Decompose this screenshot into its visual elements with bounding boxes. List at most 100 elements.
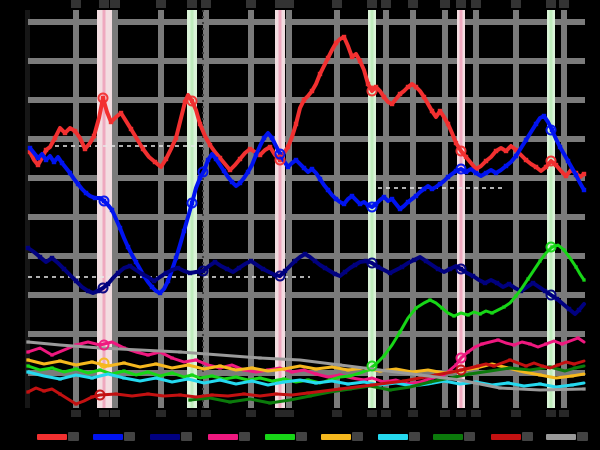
- darkred-series-marker: [540, 364, 544, 368]
- darkgreen-series-marker: [188, 398, 192, 402]
- blue-series-marker: [413, 193, 419, 199]
- event-ring-marker: [186, 197, 198, 209]
- magenta-series-marker: [338, 373, 342, 377]
- darkred-series-marker: [370, 383, 374, 387]
- event-ring-marker: [366, 257, 378, 269]
- legend-item-gray-series: [546, 432, 588, 441]
- tick-label-smudge-top: [559, 0, 569, 8]
- darkred-series-marker: [42, 389, 46, 393]
- event-ring-marker: [455, 145, 467, 157]
- navy-series-marker: [458, 266, 464, 272]
- event-ring-marker: [455, 163, 467, 175]
- red-series-marker: [100, 95, 106, 101]
- blue-series-marker: [253, 152, 259, 158]
- red-series-marker: [533, 164, 539, 170]
- magenta-series-marker: [576, 336, 580, 340]
- red-series-marker: [341, 34, 347, 40]
- red-series-marker: [173, 135, 179, 141]
- red-series-marker: [128, 126, 134, 132]
- legend-label-smudge: [181, 432, 192, 441]
- event-ring-marker: [545, 289, 557, 301]
- tick-label-smudge-bottom: [246, 410, 256, 417]
- event-ring-marker: [274, 148, 286, 160]
- tick-label-smudge-bottom: [156, 410, 166, 417]
- h-gridline: [28, 136, 585, 142]
- legend-label-smudge: [239, 432, 250, 441]
- red-series-marker: [445, 121, 451, 127]
- green-series-marker: [190, 373, 194, 377]
- h-gridline: [28, 292, 585, 298]
- blue-series-marker: [237, 180, 243, 186]
- magenta-series-marker: [26, 350, 30, 354]
- event-ring-marker: [197, 265, 209, 277]
- red-series-marker: [333, 40, 339, 46]
- gray-series-marker: [418, 373, 422, 377]
- red-series-marker: [182, 99, 188, 105]
- red-series-marker: [140, 146, 146, 152]
- darkred-series-marker: [146, 392, 150, 396]
- y-axis-spine: [25, 10, 30, 408]
- legend-item-darkred-series: [491, 432, 533, 441]
- orange-series-marker: [90, 360, 94, 364]
- event-ring-marker: [366, 360, 378, 372]
- red-series-marker: [217, 155, 223, 161]
- cyan-series-marker: [250, 379, 254, 383]
- red-series-marker: [163, 156, 169, 162]
- blue-series-marker: [437, 181, 443, 187]
- green-series-marker: [382, 354, 386, 358]
- navy-series-marker: [399, 264, 405, 270]
- red-series-marker: [581, 171, 587, 177]
- blue-series-marker: [565, 158, 571, 164]
- blue-series-marker: [51, 159, 57, 165]
- blue-series-marker: [493, 170, 499, 176]
- blue-series-marker: [125, 244, 131, 250]
- v-gridline: [203, 10, 209, 408]
- pink-event-line: [102, 10, 106, 408]
- legend-swatch-blue-series: [93, 433, 123, 440]
- red-series-marker: [503, 148, 509, 154]
- tick-label-smudge-bottom: [381, 410, 391, 417]
- blue-series-marker: [117, 225, 123, 231]
- red-series-marker: [349, 54, 355, 60]
- darkred-series-marker: [459, 368, 463, 372]
- darkgreen-series: [188, 364, 586, 405]
- orange-series-marker: [282, 367, 286, 371]
- green-event-line: [370, 10, 374, 408]
- red-series-marker: [118, 110, 124, 116]
- blue-series-marker: [285, 164, 291, 170]
- blue-series-marker: [269, 135, 275, 141]
- darkred-series-marker: [26, 390, 30, 394]
- navy-series-marker: [470, 273, 476, 279]
- red-series-marker: [309, 88, 315, 94]
- tick-label-smudge-top: [408, 0, 418, 8]
- tick-label-smudge-top: [284, 0, 294, 8]
- tick-label-smudge-bottom: [201, 410, 211, 417]
- red-series-marker: [523, 157, 529, 163]
- blue-series-marker: [309, 166, 315, 172]
- magenta-series-marker: [528, 342, 532, 346]
- darkred-series-marker: [492, 364, 496, 368]
- green-event-line: [549, 10, 553, 408]
- red-series-marker: [277, 157, 283, 163]
- navy-series-marker: [542, 288, 548, 294]
- cyan-series-marker: [218, 378, 222, 382]
- tick-label-smudge-bottom: [367, 410, 377, 417]
- v-gridline: [73, 10, 79, 408]
- tick-label-smudge-bottom: [559, 410, 569, 417]
- legend-item-orange-series: [321, 432, 363, 441]
- magenta-series-marker: [496, 338, 500, 342]
- blue-series-marker: [75, 181, 81, 187]
- green-series-marker: [466, 313, 470, 317]
- tick-label-smudge-top: [381, 0, 391, 8]
- blue-series-marker: [533, 121, 539, 127]
- green-series-marker: [538, 259, 542, 263]
- darkred-series-marker: [572, 362, 576, 366]
- darkgreen-series-marker: [308, 394, 312, 398]
- tick-label-smudge-top: [367, 0, 377, 8]
- navy-series-marker: [322, 265, 328, 271]
- navy-series-marker: [175, 265, 181, 271]
- navy-series-marker: [248, 258, 254, 264]
- tick-label-smudge-top: [99, 0, 109, 8]
- blue-series-marker: [277, 151, 283, 157]
- gray-series: [26, 340, 586, 392]
